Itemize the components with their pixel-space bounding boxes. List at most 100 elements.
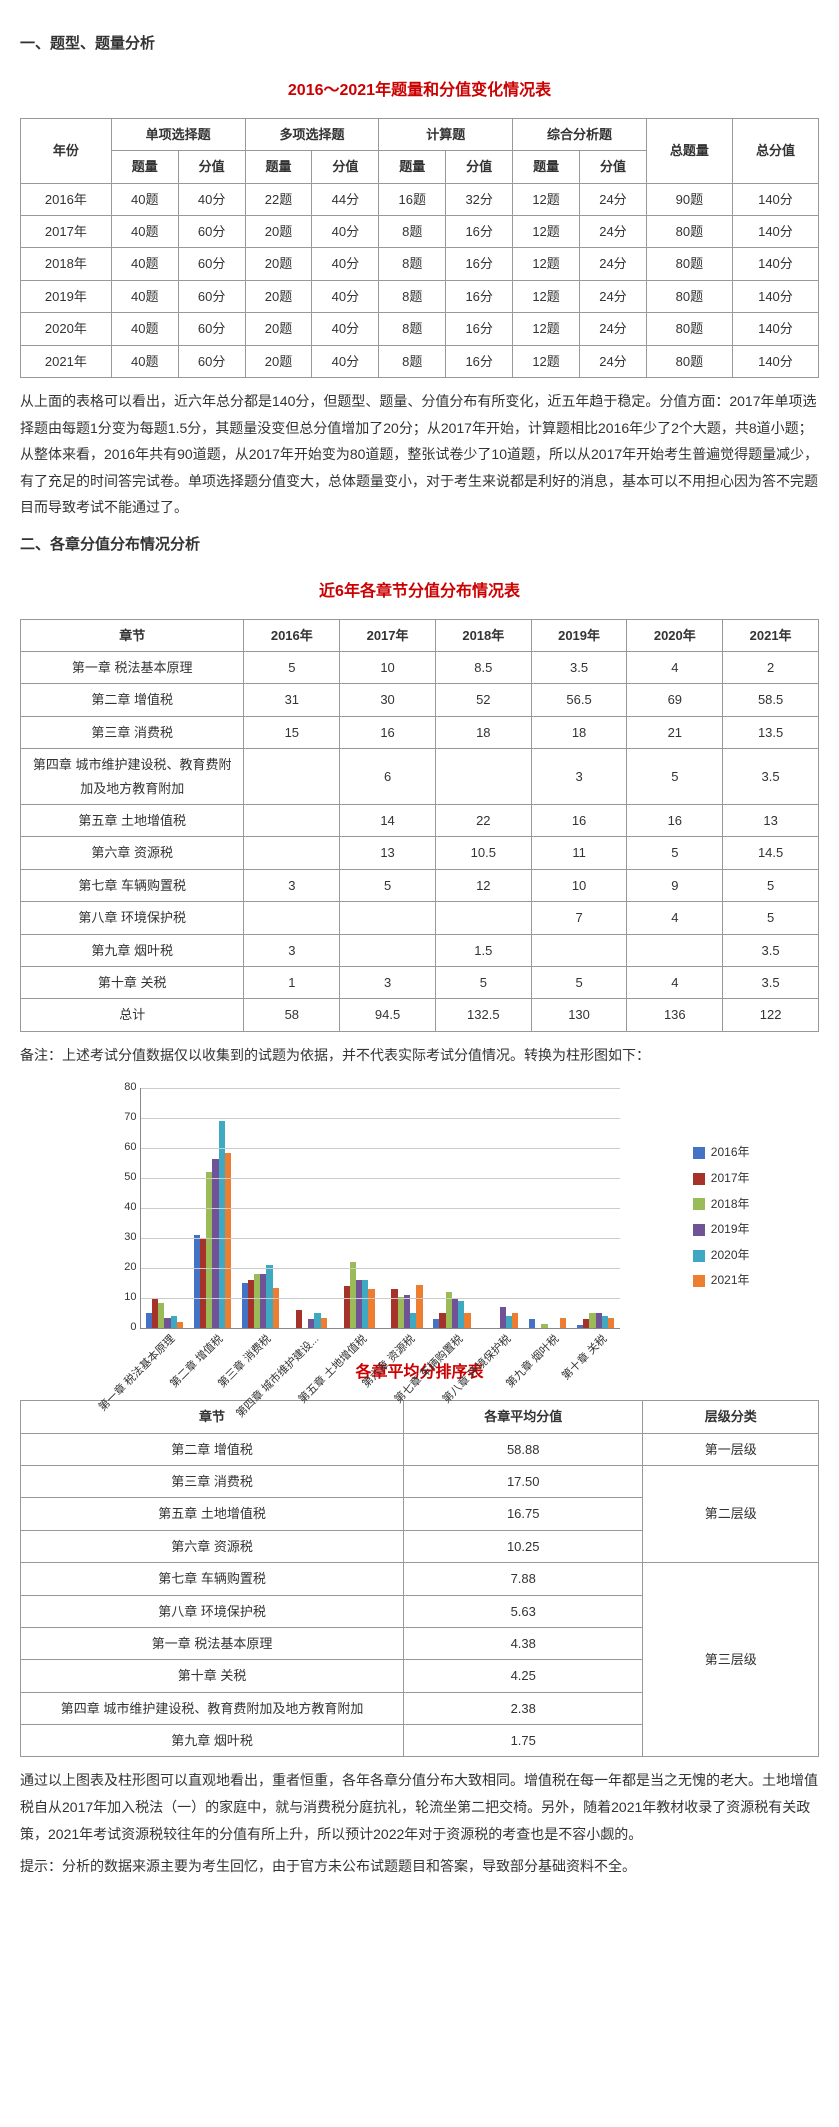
table-row: 第十章 关税135543.5 [21, 966, 819, 998]
cell-value: 40分 [312, 313, 379, 345]
chart-bar [296, 1310, 302, 1328]
cell-total-s: 140分 [732, 280, 818, 312]
cell-value: 7 [531, 902, 627, 934]
chart-ytick-label: 50 [111, 1168, 137, 1188]
cell-value: 60分 [178, 215, 245, 247]
cell-avg: 10.25 [404, 1530, 643, 1562]
chart-bar [560, 1318, 566, 1329]
table1-col-totals: 总分值 [732, 118, 818, 183]
cell-value: 58.5 [723, 684, 819, 716]
table-row: 2017年40题60分20题40分8题16分12题24分80题140分 [21, 215, 819, 247]
cell-value: 8题 [379, 280, 446, 312]
table1-subcol: 题量 [379, 151, 446, 183]
cell-value: 4 [627, 966, 723, 998]
cell-value [435, 902, 531, 934]
table-row: 总计5894.5132.5130136122 [21, 999, 819, 1031]
cell-value: 40分 [312, 248, 379, 280]
chart-legend-item: 2021年 [693, 1270, 750, 1292]
table1-subcol: 分值 [580, 151, 647, 183]
chart-bar [608, 1318, 614, 1329]
table1-group-3: 综合分析题 [513, 118, 647, 150]
cell-value: 8题 [379, 345, 446, 377]
table2-col-year: 2016年 [244, 619, 340, 651]
cell-chapter: 第四章 城市维护建设税、教育费附加及地方教育附加 [21, 749, 244, 805]
table-row: 第八章 环境保护税745 [21, 902, 819, 934]
table3-col-avg: 各章平均分值 [404, 1401, 643, 1433]
cell-total-q: 80题 [646, 280, 732, 312]
cell-chapter: 第一章 税法基本原理 [21, 1627, 404, 1659]
cell-value: 12题 [513, 313, 580, 345]
chart-gridline [141, 1298, 620, 1299]
cell-value: 24分 [580, 313, 647, 345]
table-row: 第七章 车辆购置税35121095 [21, 869, 819, 901]
cell-value: 94.5 [340, 999, 436, 1031]
cell-value: 5 [244, 652, 340, 684]
cell-chapter: 第九章 烟叶税 [21, 1725, 404, 1757]
chart-legend-swatch [693, 1173, 705, 1185]
cell-value: 122 [723, 999, 819, 1031]
chart-legend-item: 2016年 [693, 1142, 750, 1164]
cell-value: 69 [627, 684, 723, 716]
chart-legend-label: 2019年 [711, 1219, 750, 1241]
cell-value: 4 [627, 652, 723, 684]
table-row: 第四章 城市维护建设税、教育费附加及地方教育附加6353.5 [21, 749, 819, 805]
cell-value: 3 [531, 749, 627, 805]
chart-legend-swatch [693, 1224, 705, 1236]
cell-value: 3.5 [723, 934, 819, 966]
cell-value: 8题 [379, 313, 446, 345]
cell-total-s: 140分 [732, 313, 818, 345]
table2-title: 近6年各章节分值分布情况表 [20, 578, 819, 607]
cell-avg: 5.63 [404, 1595, 643, 1627]
table2-col-year: 2021年 [723, 619, 819, 651]
cell-value: 16题 [379, 183, 446, 215]
cell-value [244, 837, 340, 869]
cell-value: 13.5 [723, 716, 819, 748]
cell-value: 5 [435, 966, 531, 998]
chart-legend-swatch [693, 1275, 705, 1287]
cell-tier: 第三层级 [643, 1563, 819, 1757]
table1-head: 年份 单项选择题 多项选择题 计算题 综合分析题 总题量 总分值 题量分值题量分… [21, 118, 819, 183]
cell-avg: 2.38 [404, 1692, 643, 1724]
cell-value: 16分 [446, 280, 513, 312]
cell-value: 5 [723, 902, 819, 934]
cell-value: 56.5 [531, 684, 627, 716]
cell-tier: 第一层级 [643, 1433, 819, 1465]
cell-value: 14.5 [723, 837, 819, 869]
chart-ytick-label: 60 [111, 1138, 137, 1158]
cell-value: 16分 [446, 215, 513, 247]
table1-subcol: 分值 [312, 151, 379, 183]
cell-value: 24分 [580, 345, 647, 377]
cell-value: 5 [627, 837, 723, 869]
cell-total-q: 80题 [646, 313, 732, 345]
cell-chapter: 第八章 环境保护税 [21, 902, 244, 934]
cell-value: 13 [340, 837, 436, 869]
chart-gridline [141, 1148, 620, 1149]
cell-value: 16分 [446, 248, 513, 280]
chart-bar [464, 1313, 470, 1328]
chart-legend-swatch [693, 1147, 705, 1159]
section1-heading: 一、题型、题量分析 [20, 30, 819, 57]
cell-year: 2020年 [21, 313, 112, 345]
cell-avg: 16.75 [404, 1498, 643, 1530]
cell-value: 3 [340, 966, 436, 998]
chart-gridline [141, 1118, 620, 1119]
chart-ytick-label: 40 [111, 1198, 137, 1218]
cell-value: 12 [435, 869, 531, 901]
chart-bar [529, 1319, 535, 1328]
table1: 年份 单项选择题 多项选择题 计算题 综合分析题 总题量 总分值 题量分值题量分… [20, 118, 819, 378]
cell-value: 6 [340, 749, 436, 805]
cell-value: 16 [627, 805, 723, 837]
chart-gridline [141, 1268, 620, 1269]
table1-title: 2016～2021年题量和分值变化情况表 [20, 77, 819, 106]
table-row: 第一章 税法基本原理5108.53.542 [21, 652, 819, 684]
cell-value: 8题 [379, 248, 446, 280]
cell-value [531, 934, 627, 966]
cell-value: 20题 [245, 345, 312, 377]
cell-year: 2016年 [21, 183, 112, 215]
cell-chapter: 第十章 关税 [21, 966, 244, 998]
cell-value: 9 [627, 869, 723, 901]
cell-value: 60分 [178, 313, 245, 345]
cell-chapter: 第五章 土地增值税 [21, 1498, 404, 1530]
chart-legend-label: 2020年 [711, 1245, 750, 1267]
paragraph-3b: 提示：分析的数据来源主要为考生回忆，由于官方未公布试题题目和答案，导致部分基础资… [20, 1853, 819, 1880]
